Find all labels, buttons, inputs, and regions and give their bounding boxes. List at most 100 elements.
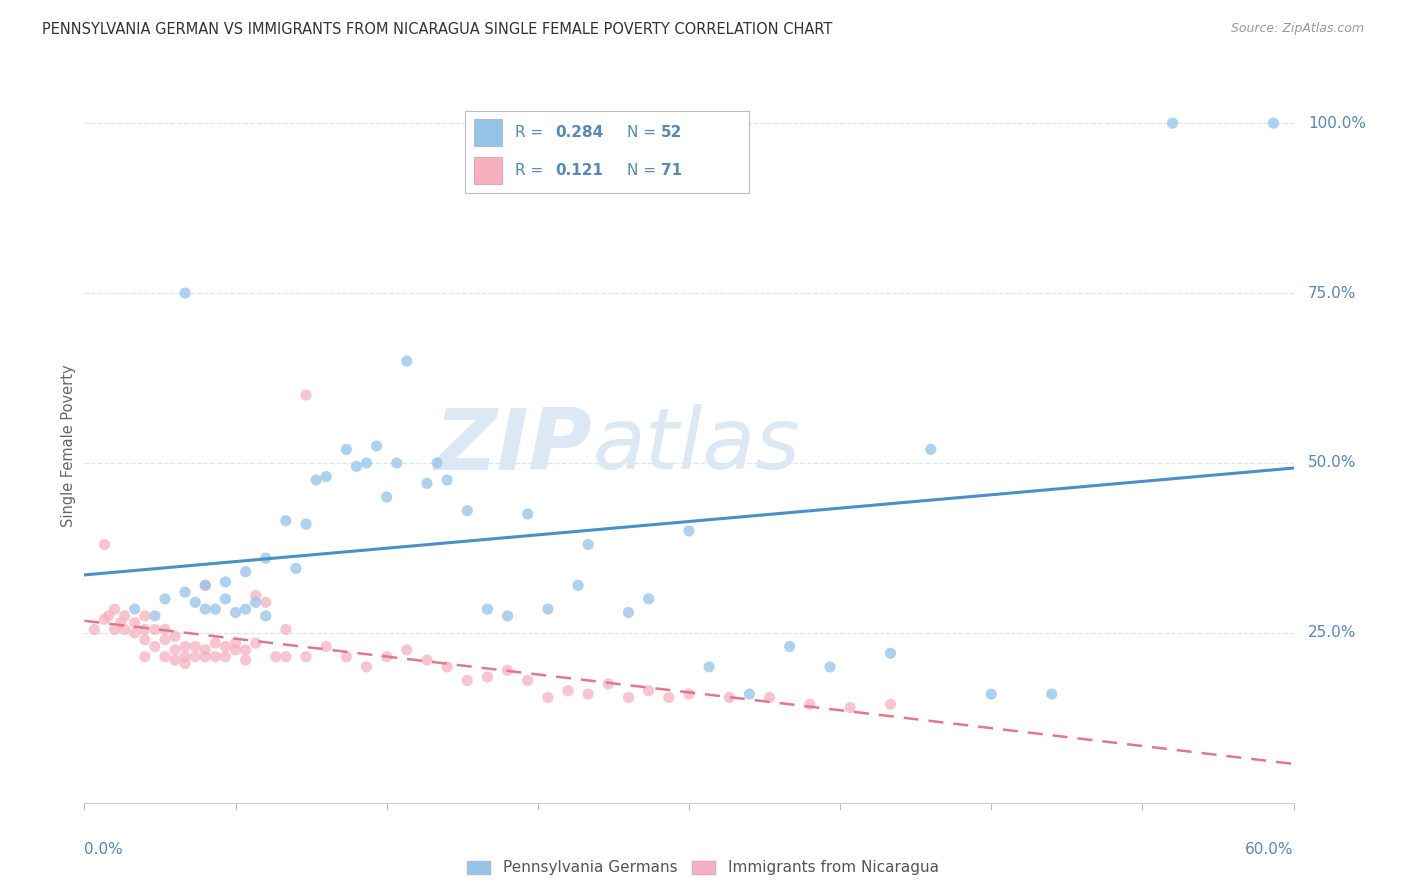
Point xyxy=(143,608,166,623)
Point xyxy=(920,442,942,457)
Point xyxy=(567,578,589,592)
Point xyxy=(134,649,156,664)
Point xyxy=(1161,116,1184,130)
Point xyxy=(284,561,308,575)
Point xyxy=(134,608,156,623)
Point xyxy=(97,608,120,623)
Point xyxy=(184,640,207,654)
Point xyxy=(356,660,378,674)
Y-axis label: Single Female Poverty: Single Female Poverty xyxy=(60,365,76,527)
Text: 75.0%: 75.0% xyxy=(1308,285,1357,301)
Point xyxy=(254,595,277,609)
Point xyxy=(235,565,257,579)
Point xyxy=(356,456,378,470)
Point xyxy=(214,640,236,654)
Point xyxy=(375,649,398,664)
Point xyxy=(697,660,720,674)
Point xyxy=(516,507,538,521)
Point xyxy=(496,663,519,677)
Point xyxy=(477,670,499,684)
Point xyxy=(295,517,318,532)
Point xyxy=(274,514,297,528)
Point xyxy=(153,623,176,637)
Point xyxy=(204,602,226,616)
Text: PENNSYLVANIA GERMAN VS IMMIGRANTS FROM NICARAGUA SINGLE FEMALE POVERTY CORRELATI: PENNSYLVANIA GERMAN VS IMMIGRANTS FROM N… xyxy=(42,22,832,37)
Point xyxy=(235,643,257,657)
Point xyxy=(134,632,156,647)
Point xyxy=(153,591,176,606)
Point xyxy=(637,591,659,606)
Point xyxy=(416,653,439,667)
Point xyxy=(658,690,681,705)
Point xyxy=(335,442,357,457)
Point xyxy=(245,595,267,609)
Point xyxy=(758,690,780,705)
Point xyxy=(274,623,297,637)
Text: atlas: atlas xyxy=(592,404,800,488)
Point xyxy=(879,646,901,660)
Point xyxy=(366,439,388,453)
Point xyxy=(576,687,599,701)
Point xyxy=(124,615,146,630)
Point xyxy=(456,673,478,688)
Point xyxy=(1040,687,1063,701)
Point xyxy=(184,649,207,664)
Text: R =: R = xyxy=(515,163,553,178)
Point xyxy=(315,469,337,483)
Point xyxy=(818,660,841,674)
Point xyxy=(637,683,659,698)
Point xyxy=(124,626,146,640)
Text: R =: R = xyxy=(515,125,548,140)
Point xyxy=(537,690,560,705)
Point xyxy=(879,698,901,712)
Point xyxy=(254,608,277,623)
Point xyxy=(738,687,761,701)
Point xyxy=(194,578,217,592)
Point xyxy=(114,608,136,623)
Point xyxy=(214,591,236,606)
Point xyxy=(576,537,599,551)
Point xyxy=(598,677,620,691)
Point xyxy=(194,643,217,657)
Text: N =: N = xyxy=(627,125,661,140)
Point xyxy=(153,649,176,664)
Point xyxy=(980,687,1002,701)
Point xyxy=(214,574,236,589)
Point xyxy=(436,473,458,487)
Point xyxy=(617,606,640,620)
Point xyxy=(395,354,418,368)
Point xyxy=(274,649,297,664)
Point xyxy=(143,640,166,654)
Point xyxy=(165,629,187,643)
Point xyxy=(83,623,105,637)
Point xyxy=(194,602,217,616)
Text: 60.0%: 60.0% xyxy=(1246,842,1294,857)
Point xyxy=(295,388,318,402)
Point xyxy=(174,649,197,664)
Point xyxy=(225,643,247,657)
Text: 52: 52 xyxy=(661,125,683,140)
Point xyxy=(557,683,579,698)
Point xyxy=(295,649,318,664)
Text: N =: N = xyxy=(627,163,661,178)
Point xyxy=(110,615,132,630)
Point xyxy=(426,456,449,470)
Point xyxy=(305,473,328,487)
Point xyxy=(184,595,207,609)
Point xyxy=(165,653,187,667)
Point xyxy=(477,602,499,616)
Point xyxy=(204,649,226,664)
Point xyxy=(104,623,127,637)
Point xyxy=(678,687,700,701)
Point xyxy=(114,623,136,637)
FancyBboxPatch shape xyxy=(474,157,502,185)
Point xyxy=(799,698,821,712)
Point xyxy=(225,636,247,650)
Point xyxy=(194,578,217,592)
Text: 0.0%: 0.0% xyxy=(84,842,124,857)
Point xyxy=(456,503,478,517)
Point xyxy=(235,653,257,667)
Point xyxy=(496,608,519,623)
Point xyxy=(346,459,368,474)
Text: 0.121: 0.121 xyxy=(555,163,603,178)
